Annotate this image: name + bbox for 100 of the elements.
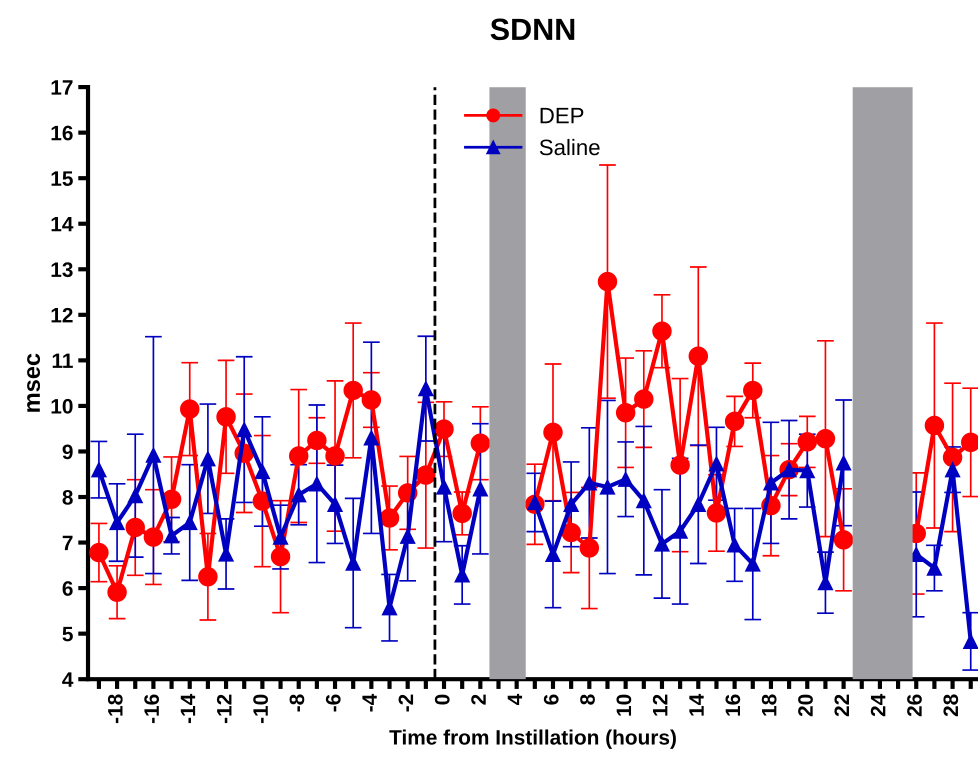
point (836, 455, 852, 470)
x-tick-label: 0 (434, 694, 450, 705)
point (616, 403, 636, 422)
legend-label: Saline (540, 138, 600, 156)
point (926, 560, 942, 576)
point (128, 488, 143, 504)
x-tick-label: 26 (907, 694, 922, 716)
point (362, 390, 382, 410)
point (944, 462, 960, 478)
x-tick-label: 28 (943, 694, 958, 716)
y-tick-label: 8 (62, 490, 73, 505)
x-tick-label: -2 (398, 694, 414, 712)
point (164, 528, 180, 544)
y-tick-label: 9 (62, 444, 73, 460)
point (291, 487, 306, 502)
point (325, 446, 345, 466)
point (307, 430, 327, 450)
point (380, 508, 400, 528)
x-tick-label: 6 (544, 694, 559, 705)
point (418, 380, 434, 396)
point (254, 464, 270, 480)
point (800, 462, 815, 478)
point (470, 434, 490, 453)
point (270, 546, 290, 566)
x-tick-label: -16 (144, 694, 159, 724)
point (107, 582, 127, 602)
y-tick-label: 4 (62, 672, 74, 687)
x-tick-label: -10 (253, 694, 268, 724)
point (652, 322, 672, 341)
point (634, 389, 654, 409)
x-tick-label: 12 (652, 694, 668, 716)
point (743, 380, 763, 400)
chart-title: SDNN (490, 18, 574, 40)
point (416, 465, 436, 485)
x-tick-label: -18 (108, 694, 123, 724)
point (436, 479, 452, 495)
point (309, 476, 325, 492)
point (327, 496, 343, 512)
point (434, 419, 454, 439)
point (834, 530, 854, 550)
point (816, 428, 836, 448)
point (198, 566, 218, 586)
point (670, 455, 690, 475)
point (942, 448, 962, 468)
y-tick-label: 13 (52, 262, 73, 278)
x-tick-label: 4 (508, 694, 522, 706)
point (706, 503, 726, 523)
point (564, 496, 579, 512)
point (200, 451, 216, 466)
x-tick-label: 24 (870, 694, 886, 716)
x-tick-label: 18 (762, 694, 777, 716)
x-tick-label: -4 (362, 694, 377, 712)
x-tick-label: -12 (216, 694, 232, 724)
point (452, 504, 472, 524)
point (182, 514, 198, 530)
y-tick-label: 14 (52, 216, 74, 232)
y-axis-title: msec (27, 354, 40, 412)
x-axis-title: Time from Instillation (hours) (389, 729, 676, 749)
y-tick-label: 16 (52, 126, 73, 140)
x-tick-label: 14 (689, 694, 704, 716)
point (146, 447, 162, 463)
point (600, 479, 616, 495)
point (288, 446, 308, 466)
y-tick-label: 5 (62, 626, 73, 642)
point (543, 422, 563, 442)
x-tick-label: -14 (180, 694, 196, 724)
point (690, 496, 706, 512)
point (472, 481, 488, 496)
point (798, 432, 817, 452)
point (561, 522, 581, 542)
point (343, 380, 363, 400)
point (618, 472, 634, 487)
point (126, 518, 145, 538)
point (272, 529, 288, 545)
y-tick-label: 15 (52, 171, 73, 186)
y-tick-label: 7 (62, 536, 73, 550)
x-tick-label: -8 (290, 694, 304, 712)
point (598, 272, 618, 292)
point (745, 556, 760, 572)
y-tick-label: 11 (52, 354, 73, 368)
x-tick-label: 16 (725, 694, 740, 716)
point (582, 475, 597, 491)
x-tick-label: 2 (471, 694, 486, 705)
x-tick-label: -6 (326, 694, 341, 712)
x-tick-label: 10 (616, 694, 632, 716)
x-tick-label: 20 (798, 694, 813, 716)
legend-label: DEP (540, 108, 584, 124)
point (144, 527, 164, 547)
point (688, 346, 708, 366)
point (109, 514, 125, 530)
point (963, 634, 978, 650)
point (924, 416, 944, 436)
point (708, 456, 724, 472)
x-tick-label: 8 (580, 694, 595, 705)
x-tick-label: 22 (834, 694, 849, 716)
point (672, 524, 688, 539)
point (216, 407, 236, 427)
point (180, 399, 200, 419)
y-tick-label: 6 (62, 581, 73, 596)
y-tick-label: 10 (52, 398, 73, 414)
